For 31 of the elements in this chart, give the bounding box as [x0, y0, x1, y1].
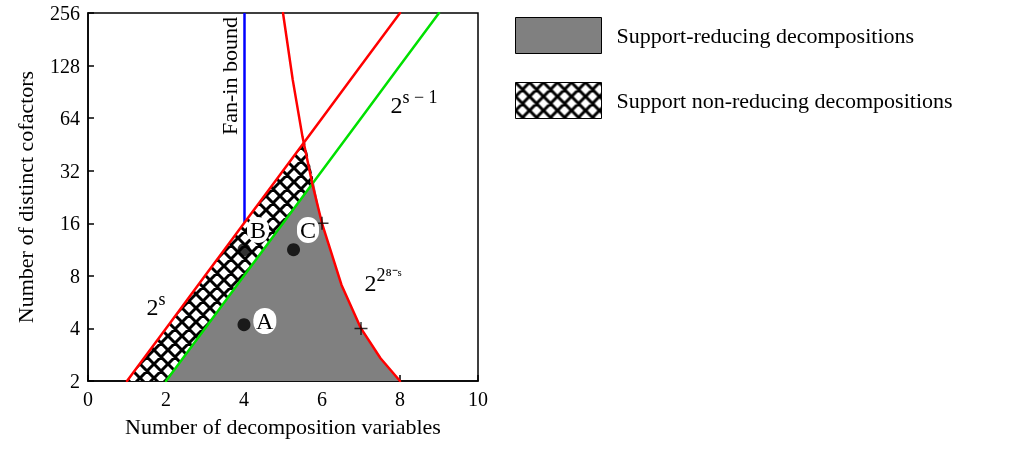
x-tick-label: 6 — [317, 388, 327, 410]
series-label: 2$^{s − 1}$ — [390, 86, 438, 118]
annotation: C — [296, 216, 319, 243]
y-tick-label: 8 — [70, 264, 80, 287]
y-tick-label: 16 — [60, 212, 80, 235]
x-tick-label: 0 — [83, 388, 93, 410]
point — [287, 243, 301, 257]
legend-label: Support-reducing decompositions — [616, 23, 915, 48]
series-label: 2$^{s}$ — [146, 289, 166, 321]
y-tick-label: 64 — [60, 107, 80, 130]
x-tick-label: 2 — [161, 388, 171, 410]
x-axis-title: Number of decomposition variables — [125, 413, 441, 439]
annotation: B — [247, 216, 270, 243]
y-tick-label: 128 — [50, 54, 80, 77]
line-series — [125, 11, 402, 383]
ref-line-label: Fan-in bound — [216, 17, 242, 135]
y-tick-label: 256 — [50, 2, 80, 24]
x-tick-label: 10 — [468, 388, 488, 410]
y-tick-label: 32 — [60, 159, 80, 182]
x-tick-label: 4 — [239, 388, 249, 410]
series-label: 2$^{2⁸⁻ˢ}$ — [364, 265, 402, 297]
y-tick-label: 2 — [70, 370, 80, 392]
point — [354, 321, 368, 335]
legend-label: Support non-reducing decompositions — [616, 88, 953, 113]
point — [237, 318, 251, 332]
point — [237, 243, 251, 257]
x-tick-label: 8 — [395, 388, 405, 410]
line-series — [164, 11, 441, 383]
annotation: A — [252, 308, 277, 335]
y-tick-label: 4 — [70, 317, 80, 340]
y-axis-title: Number of distinct cofactors — [12, 70, 38, 324]
